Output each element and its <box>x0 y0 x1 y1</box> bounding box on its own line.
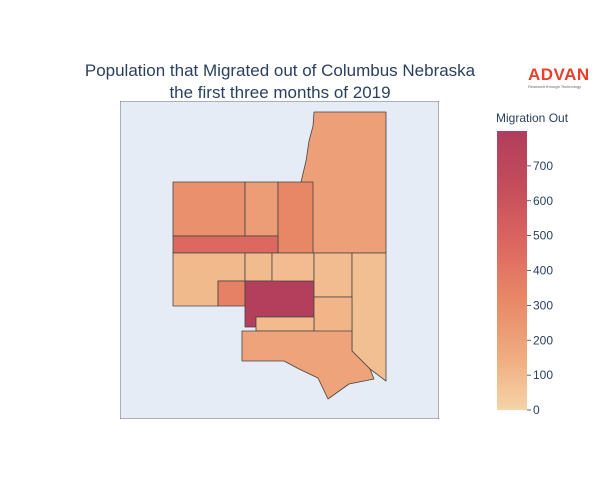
colorbar-tick-label: 0 <box>533 403 540 416</box>
map-region-west-lower-small[interactable] <box>217 280 246 307</box>
colorbar-title: Migration Out <box>496 111 569 125</box>
map-region-east-upper-block[interactable] <box>313 252 353 298</box>
colorbar-tick-label: 200 <box>533 333 553 347</box>
chart-title-line-1: Population that Migrated out of Columbus… <box>84 61 476 80</box>
colorbar-tick-label: 100 <box>533 368 553 382</box>
colorbar-tick-label: 700 <box>533 159 553 173</box>
colorbar-tick-label: 400 <box>533 264 553 278</box>
map-region-northeast-large[interactable] <box>300 111 387 254</box>
map-region-center-block-1[interactable] <box>271 252 315 285</box>
map-region-south-center-block-2[interactable] <box>255 316 315 332</box>
advan-logo: ADVAN Research through Technology <box>528 66 598 90</box>
logo-tagline: Research through Technology <box>528 84 582 89</box>
colorbar: 0 100 200 300 400 500 600 700 <box>497 131 553 416</box>
map-region-north-west-block[interactable] <box>172 181 246 237</box>
colorbar-tick-label: 500 <box>533 229 553 243</box>
chart-title-line-2: the first three months of 2019 <box>169 83 391 102</box>
chart-title: Population that Migrated out of Columbus… <box>0 60 560 104</box>
map-region-south-large[interactable] <box>241 330 375 400</box>
map-region-north-middle-block[interactable] <box>244 181 279 237</box>
colorbar-gradient <box>497 131 527 410</box>
map-region-central-strip[interactable] <box>172 235 279 254</box>
map-region-center-lower-left[interactable] <box>244 252 273 282</box>
colorbar-tick-label: 300 <box>533 298 553 312</box>
map-region-north-east-small-block[interactable] <box>277 181 314 254</box>
colorbar-tick-label: 600 <box>533 194 553 208</box>
choropleth-map <box>120 101 439 419</box>
logo-wordmark: ADVAN <box>528 65 590 84</box>
